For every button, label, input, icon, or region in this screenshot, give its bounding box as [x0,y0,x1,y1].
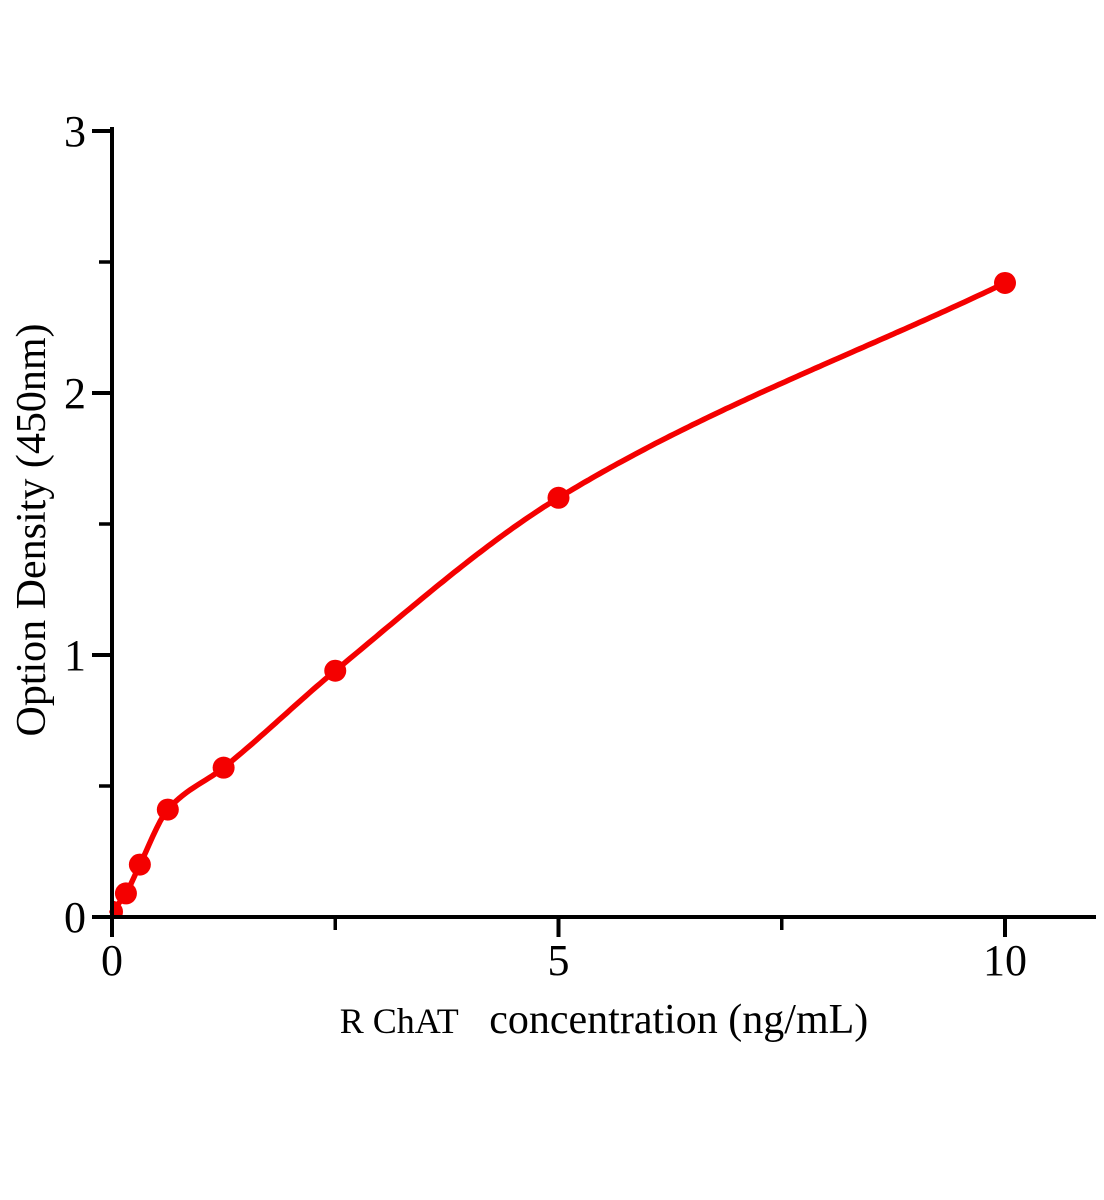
y-tick-label: 3 [64,107,86,156]
axes: 0 5 10 0 1 2 3 [64,107,1096,985]
y-tick-label: 0 [64,893,86,942]
data-point [113,900,123,916]
fit-curve-line [109,280,1008,915]
data-point [114,882,137,905]
x-tick-label: 0 [101,936,123,985]
x-axis-title-prefix: R ChAT [340,1001,459,1041]
y-axis-title: Option Density (450nm) [9,324,55,737]
x-tick-label: 10 [983,936,1027,985]
data-point [994,271,1016,294]
data-point [128,853,151,876]
x-axis-title-rest: concentration (ng/mL) [489,997,868,1043]
x-axis-title: R ChAT concentration (ng/mL) [340,997,869,1043]
data-points [113,271,1016,916]
x-tick-label: 5 [548,936,570,985]
data-point [547,486,570,509]
y-tick-label: 1 [64,631,86,680]
data-point [324,659,347,682]
y-tick-label: 2 [64,369,86,418]
data-point [212,756,235,779]
data-point [156,798,179,821]
